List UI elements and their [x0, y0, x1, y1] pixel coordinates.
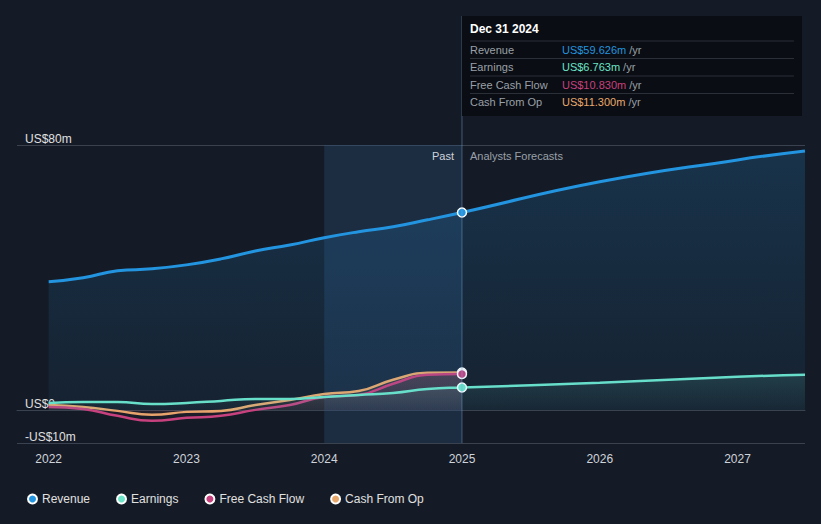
svg-text:US$80m: US$80m: [25, 132, 72, 146]
svg-text:US$6.763m: US$6.763m: [562, 61, 620, 73]
svg-text:-US$10m: -US$10m: [25, 430, 76, 444]
svg-text:Earnings: Earnings: [470, 61, 514, 73]
svg-text:2027: 2027: [724, 452, 751, 466]
svg-text:2026: 2026: [586, 452, 613, 466]
svg-text:Past: Past: [432, 150, 454, 162]
svg-text:US$10.830m: US$10.830m: [562, 79, 626, 91]
svg-text:Cash From Op: Cash From Op: [345, 492, 424, 506]
svg-text:Revenue: Revenue: [470, 44, 514, 56]
svg-text:Revenue: Revenue: [42, 492, 90, 506]
svg-text:2023: 2023: [173, 452, 200, 466]
svg-text:/yr: /yr: [629, 79, 642, 91]
svg-text:Cash From Op: Cash From Op: [470, 96, 542, 108]
svg-text:US$11.300m: US$11.300m: [562, 96, 625, 108]
svg-text:Analysts Forecasts: Analysts Forecasts: [470, 150, 563, 162]
svg-text:/yr: /yr: [629, 44, 642, 56]
svg-text:US$0: US$0: [25, 396, 55, 411]
svg-text:2022: 2022: [35, 452, 62, 466]
svg-text:US$59.626m: US$59.626m: [562, 44, 626, 56]
svg-text:Free Cash Flow: Free Cash Flow: [219, 492, 304, 506]
svg-text:Free Cash Flow: Free Cash Flow: [470, 79, 548, 91]
svg-text:/yr: /yr: [623, 61, 636, 73]
svg-text:Earnings: Earnings: [131, 492, 178, 506]
svg-text:2025: 2025: [449, 452, 476, 466]
svg-text:Dec 31 2024: Dec 31 2024: [470, 22, 539, 36]
svg-text:/yr: /yr: [628, 96, 641, 108]
svg-text:2024: 2024: [311, 452, 338, 466]
